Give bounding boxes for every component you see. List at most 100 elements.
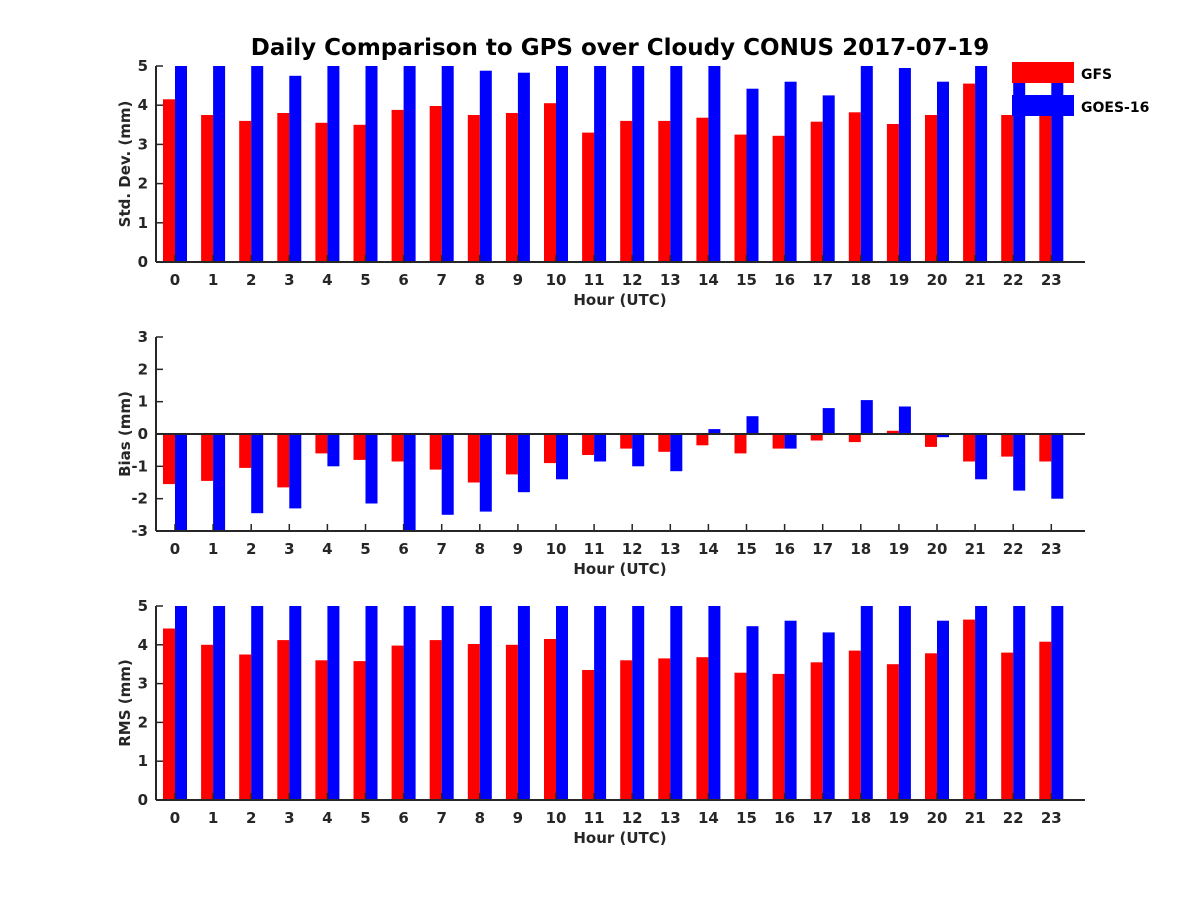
x-tick-label: 16 <box>774 540 795 558</box>
bar-gfs-hour-17 <box>810 662 823 800</box>
bar-gfs-hour-6 <box>391 109 404 263</box>
bar-gfs-hour-4 <box>315 660 328 800</box>
chart-legend: GFS GOES-16 <box>1012 62 1149 116</box>
x-tick-label: 17 <box>812 540 833 558</box>
bar-goes16-hour-11 <box>594 606 607 800</box>
x-tick-label: 6 <box>398 271 408 289</box>
bar-goes16-hour-3 <box>289 606 302 800</box>
x-tick-label: 19 <box>888 540 909 558</box>
x-tick-label: 14 <box>698 540 719 558</box>
y-axis-label: Std. Dev. (mm) <box>116 101 134 228</box>
bar-gfs-hour-10 <box>544 103 556 262</box>
y-tick-label: 3 <box>138 675 148 693</box>
y-tick-label: 5 <box>138 57 148 75</box>
bar-goes16-hour-21 <box>975 606 988 800</box>
bar-gfs-hour-20 <box>925 434 937 447</box>
bar-gfs-hour-15 <box>734 434 747 454</box>
legend-swatch-gfs <box>1012 62 1074 83</box>
chart-title: Daily Comparison to GPS over Cloudy CONU… <box>251 35 989 61</box>
bar-goes16-hour-14 <box>708 429 721 434</box>
bar-gfs-hour-1 <box>201 434 214 481</box>
bar-gfs-hour-3 <box>277 113 290 262</box>
bar-goes16-hour-20 <box>937 434 949 438</box>
bar-goes16-hour-2 <box>251 434 264 514</box>
bar-gfs-hour-9 <box>505 113 518 262</box>
bar-gfs-hour-22 <box>1001 434 1014 457</box>
x-tick-label: 0 <box>170 271 180 289</box>
x-tick-label: 15 <box>736 809 757 827</box>
bar-gfs-hour-21 <box>963 619 976 800</box>
x-tick-label: 8 <box>475 540 485 558</box>
bar-gfs-hour-10 <box>544 639 556 800</box>
bar-goes16-hour-3 <box>289 434 302 509</box>
bar-gfs-hour-13 <box>658 434 671 452</box>
bar-goes16-hour-14 <box>708 606 721 800</box>
x-tick-label: 18 <box>850 540 871 558</box>
bar-gfs-hour-11 <box>582 670 595 800</box>
bar-goes16-hour-15 <box>746 88 759 262</box>
bar-goes16-hour-19 <box>898 406 911 434</box>
bar-goes16-hour-10 <box>556 606 568 800</box>
bar-goes16-hour-9 <box>517 72 530 262</box>
x-tick-label: 15 <box>736 540 757 558</box>
bar-goes16-hour-12 <box>632 66 645 262</box>
bar-gfs-hour-6 <box>391 645 404 800</box>
x-tick-label: 3 <box>284 540 294 558</box>
x-tick-label: 5 <box>360 540 370 558</box>
bar-gfs-hour-16 <box>772 434 785 449</box>
x-tick-label: 17 <box>812 809 833 827</box>
bar-goes16-hour-3 <box>289 75 302 262</box>
bar-gfs-hour-18 <box>848 434 861 443</box>
bar-gfs-hour-5 <box>353 661 366 800</box>
y-tick-label: 4 <box>138 636 148 654</box>
bar-goes16-hour-7 <box>441 66 454 262</box>
x-tick-label: 3 <box>284 271 294 289</box>
x-tick-label: 13 <box>660 540 681 558</box>
bar-goes16-hour-13 <box>670 66 683 262</box>
x-tick-label: 12 <box>622 540 643 558</box>
bar-gfs-hour-15 <box>734 672 747 800</box>
bar-goes16-hour-19 <box>898 68 911 262</box>
x-tick-label: 9 <box>513 271 523 289</box>
bar-goes16-hour-17 <box>822 408 835 434</box>
x-tick-label: 2 <box>246 271 256 289</box>
x-tick-label: 16 <box>774 809 795 827</box>
x-tick-label: 7 <box>436 809 446 827</box>
bar-gfs-hour-7 <box>429 106 442 262</box>
x-tick-label: 20 <box>927 540 948 558</box>
bar-gfs-hour-18 <box>848 112 861 262</box>
bar-gfs-hour-11 <box>582 132 595 262</box>
x-tick-label: 18 <box>850 809 871 827</box>
bar-goes16-hour-12 <box>632 606 645 800</box>
bar-goes16-hour-13 <box>670 606 683 800</box>
bar-gfs-hour-12 <box>620 660 633 800</box>
x-tick-label: 20 <box>927 809 948 827</box>
x-tick-label: 10 <box>546 809 567 827</box>
bar-goes16-hour-8 <box>479 606 492 800</box>
x-tick-label: 5 <box>360 809 370 827</box>
y-tick-label: -1 <box>131 457 148 475</box>
bar-goes16-hour-8 <box>479 70 492 262</box>
bar-gfs-hour-20 <box>925 653 937 800</box>
x-tick-label: 12 <box>622 809 643 827</box>
bar-gfs-hour-19 <box>886 664 899 800</box>
bar-goes16-hour-5 <box>365 606 378 800</box>
legend-label-goes16: GOES-16 <box>1081 100 1149 116</box>
bar-gfs-hour-0 <box>163 99 175 262</box>
y-tick-label: 4 <box>138 96 148 114</box>
bar-goes16-hour-4 <box>327 434 340 467</box>
x-tick-label: 12 <box>622 271 643 289</box>
x-tick-label: 18 <box>850 271 871 289</box>
x-tick-label: 2 <box>246 540 256 558</box>
bar-goes16-hour-22 <box>1013 434 1026 491</box>
bar-gfs-hour-14 <box>696 657 709 800</box>
bar-goes16-hour-0 <box>175 66 187 262</box>
bar-gfs-hour-20 <box>925 115 937 262</box>
bar-gfs-hour-14 <box>696 434 709 446</box>
x-tick-label: 13 <box>660 809 681 827</box>
y-tick-label: 2 <box>138 713 148 731</box>
bar-goes16-hour-15 <box>746 626 759 800</box>
bar-goes16-hour-0 <box>175 434 187 531</box>
